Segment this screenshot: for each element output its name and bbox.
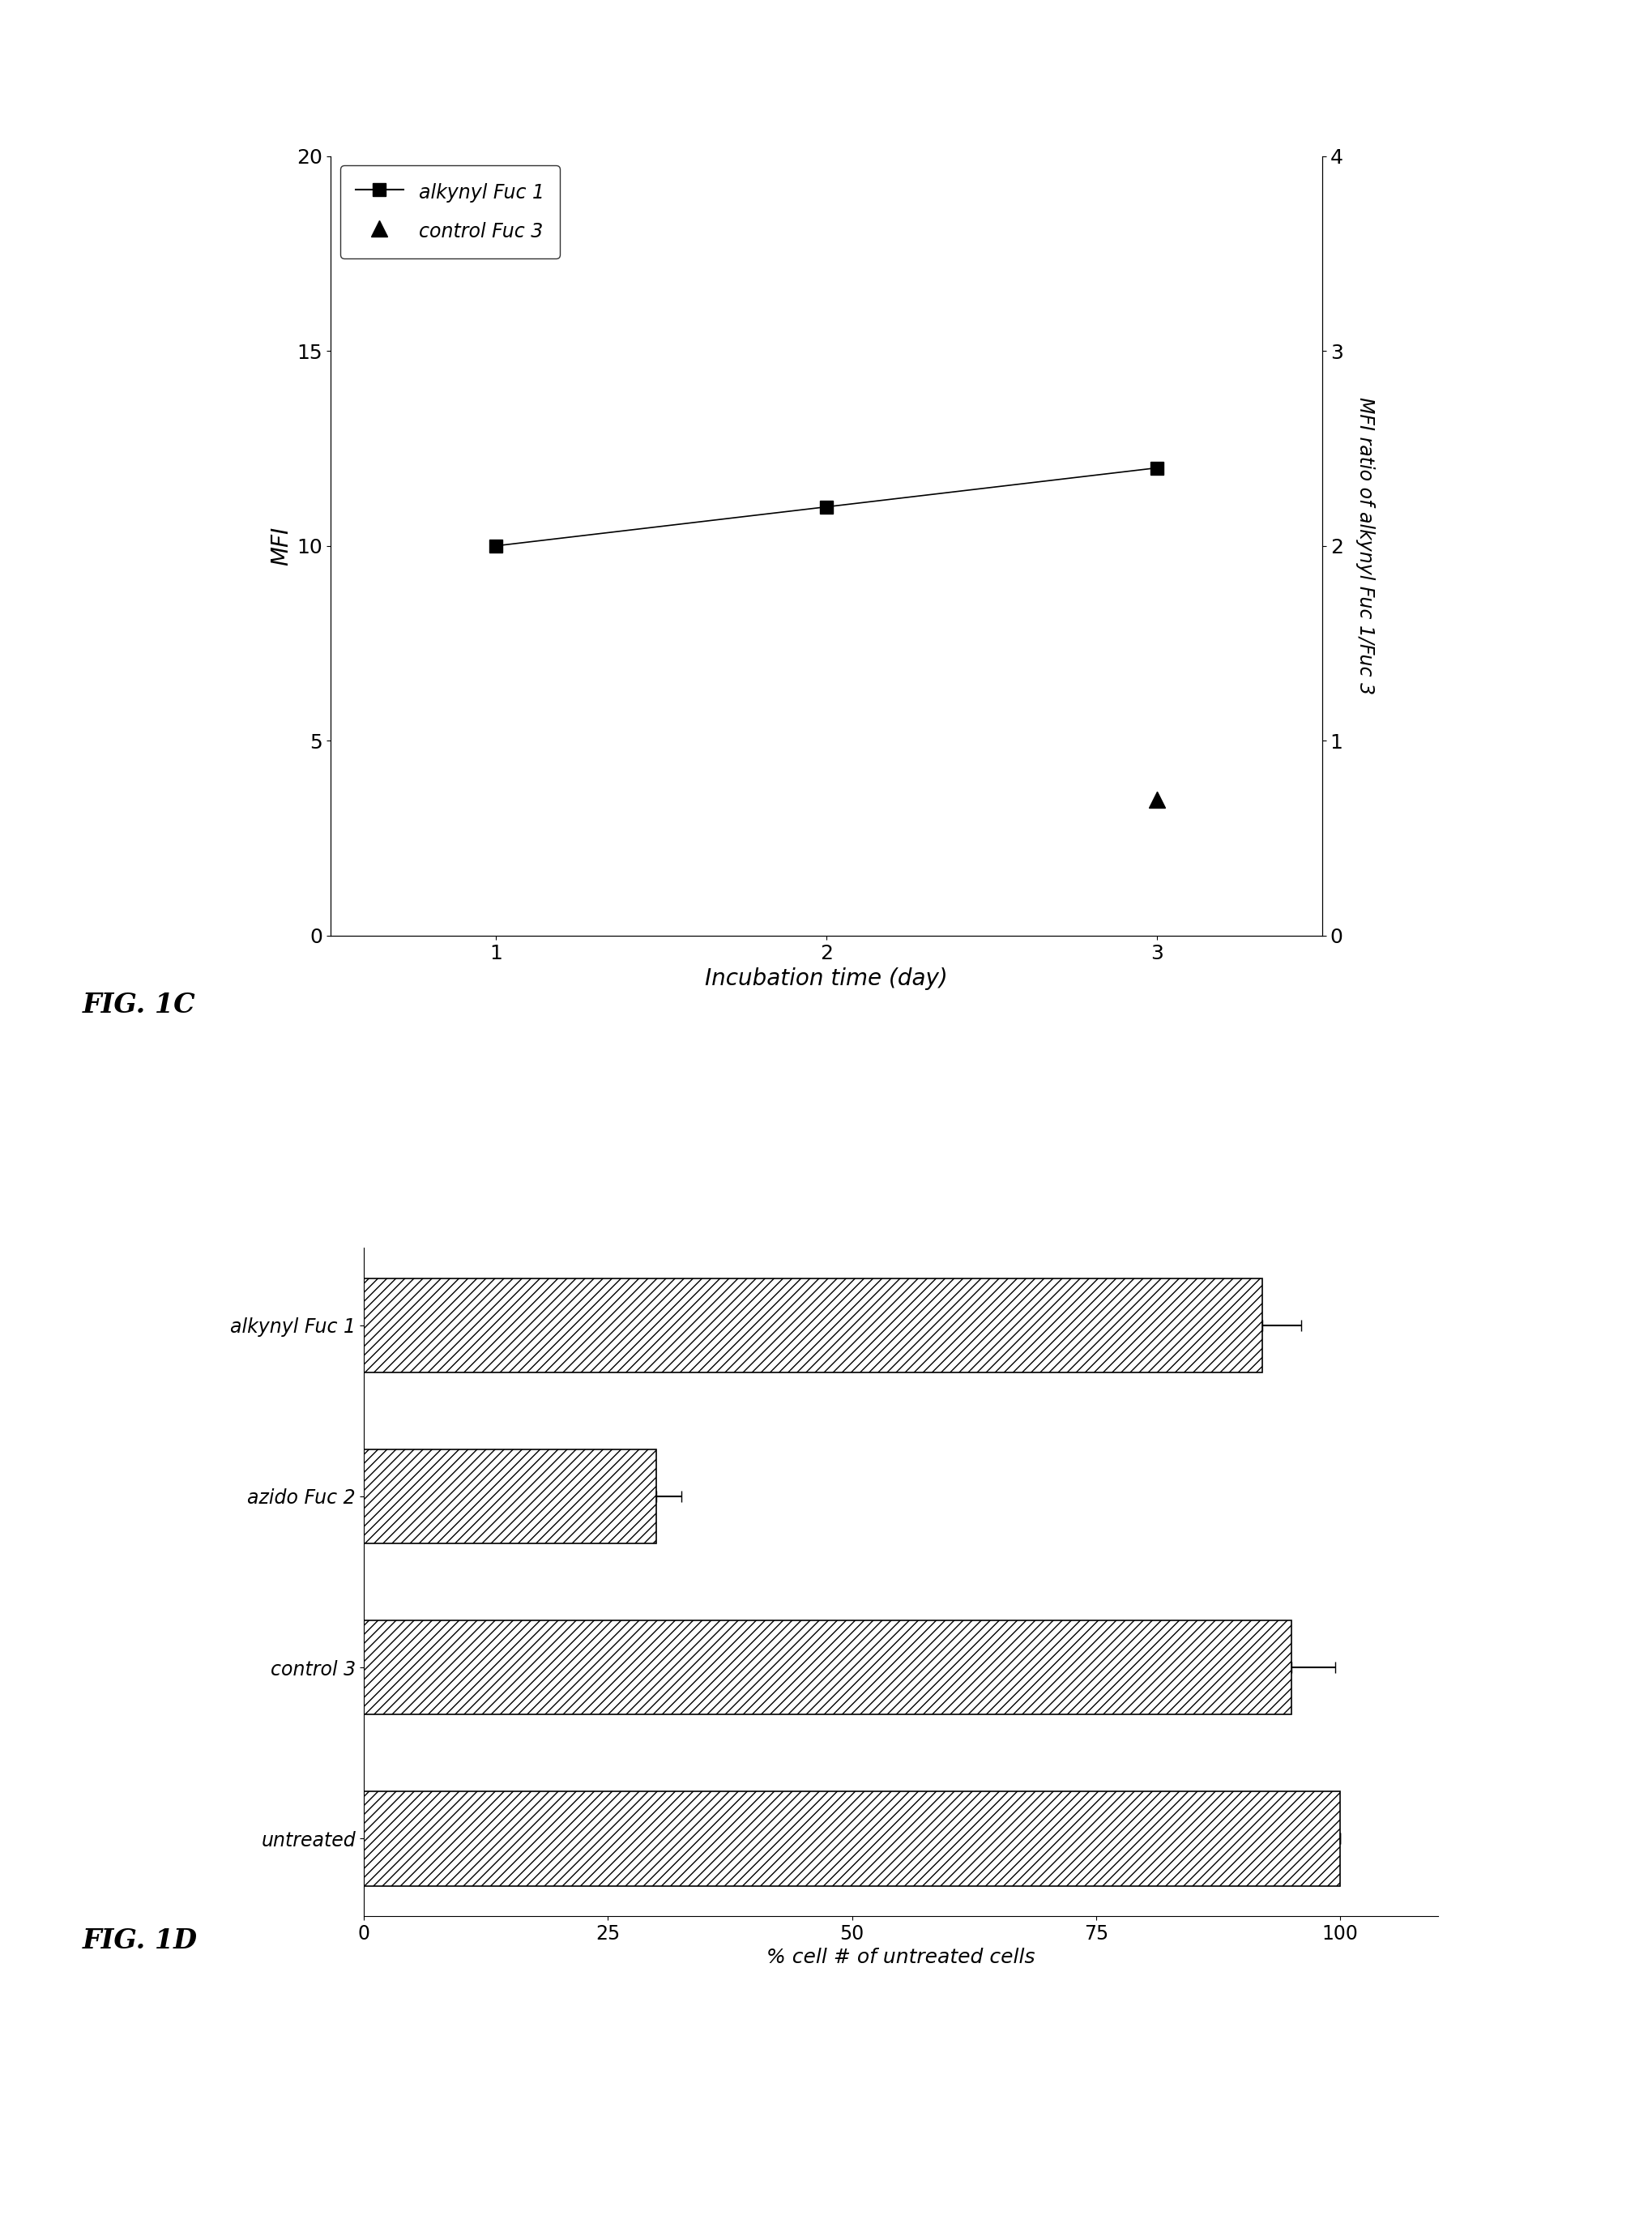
Y-axis label: MFI ratio of alkynyl Fuc 1/Fuc 3: MFI ratio of alkynyl Fuc 1/Fuc 3 bbox=[1355, 397, 1374, 695]
Line: alkynyl Fuc 1: alkynyl Fuc 1 bbox=[489, 461, 1163, 553]
Bar bbox=[363, 1791, 1340, 1885]
Bar bbox=[363, 1279, 1262, 1372]
X-axis label: Incubation time (day): Incubation time (day) bbox=[705, 967, 947, 989]
Legend: alkynyl Fuc 1, control Fuc 3: alkynyl Fuc 1, control Fuc 3 bbox=[340, 165, 558, 258]
alkynyl Fuc 1 bbox=[486, 532, 506, 559]
Bar bbox=[363, 1620, 1290, 1716]
Bar bbox=[363, 1448, 656, 1544]
alkynyl Fuc 1 bbox=[816, 495, 836, 521]
Text: FIG. 1D: FIG. 1D bbox=[83, 1927, 198, 1954]
Y-axis label: MFI: MFI bbox=[269, 526, 292, 566]
alkynyl Fuc 1 bbox=[1146, 455, 1166, 481]
Text: FIG. 1C: FIG. 1C bbox=[83, 991, 197, 1018]
X-axis label: % cell # of untreated cells: % cell # of untreated cells bbox=[767, 1947, 1034, 1967]
